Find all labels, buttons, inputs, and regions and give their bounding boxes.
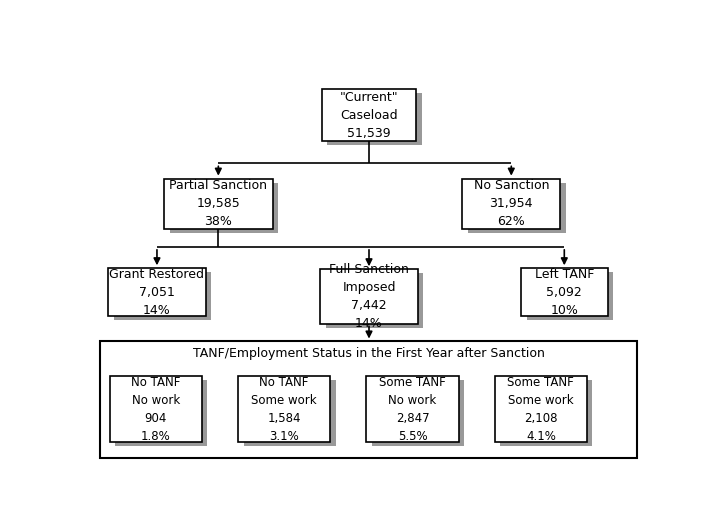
- FancyBboxPatch shape: [462, 178, 560, 229]
- FancyBboxPatch shape: [325, 273, 423, 327]
- Text: Partial Sanction
19,585
38%: Partial Sanction 19,585 38%: [169, 179, 267, 228]
- FancyBboxPatch shape: [108, 268, 206, 316]
- FancyBboxPatch shape: [114, 272, 212, 321]
- Text: Grant Restored
7,051
14%: Grant Restored 7,051 14%: [109, 268, 204, 317]
- Text: Some TANF
No work
2,847
5.5%: Some TANF No work 2,847 5.5%: [379, 376, 446, 442]
- Text: No TANF
Some work
1,584
3.1%: No TANF Some work 1,584 3.1%: [251, 376, 317, 442]
- FancyBboxPatch shape: [238, 376, 330, 442]
- FancyBboxPatch shape: [500, 380, 593, 446]
- FancyBboxPatch shape: [322, 89, 416, 141]
- FancyBboxPatch shape: [100, 342, 637, 458]
- FancyBboxPatch shape: [526, 272, 613, 321]
- FancyBboxPatch shape: [495, 376, 587, 442]
- Text: Some TANF
Some work
2,108
4.1%: Some TANF Some work 2,108 4.1%: [508, 376, 575, 442]
- Text: No TANF
No work
904
1.8%: No TANF No work 904 1.8%: [131, 376, 181, 442]
- FancyBboxPatch shape: [320, 269, 418, 324]
- FancyBboxPatch shape: [169, 183, 279, 233]
- Text: Full Sanction
Imposed
7,442
14%: Full Sanction Imposed 7,442 14%: [329, 263, 409, 330]
- FancyBboxPatch shape: [164, 178, 273, 229]
- FancyBboxPatch shape: [468, 183, 566, 233]
- Text: No Sanction
31,954
62%: No Sanction 31,954 62%: [474, 179, 549, 228]
- Text: Left TANF
5,092
10%: Left TANF 5,092 10%: [535, 268, 594, 317]
- Text: "Current"
Caseload
51,539: "Current" Caseload 51,539: [340, 90, 398, 140]
- FancyBboxPatch shape: [244, 380, 336, 446]
- FancyBboxPatch shape: [327, 93, 422, 145]
- FancyBboxPatch shape: [366, 376, 459, 442]
- FancyBboxPatch shape: [110, 376, 202, 442]
- FancyBboxPatch shape: [372, 380, 464, 446]
- FancyBboxPatch shape: [115, 380, 207, 446]
- Text: TANF/Employment Status in the First Year after Sanction: TANF/Employment Status in the First Year…: [192, 347, 544, 360]
- FancyBboxPatch shape: [521, 268, 608, 316]
